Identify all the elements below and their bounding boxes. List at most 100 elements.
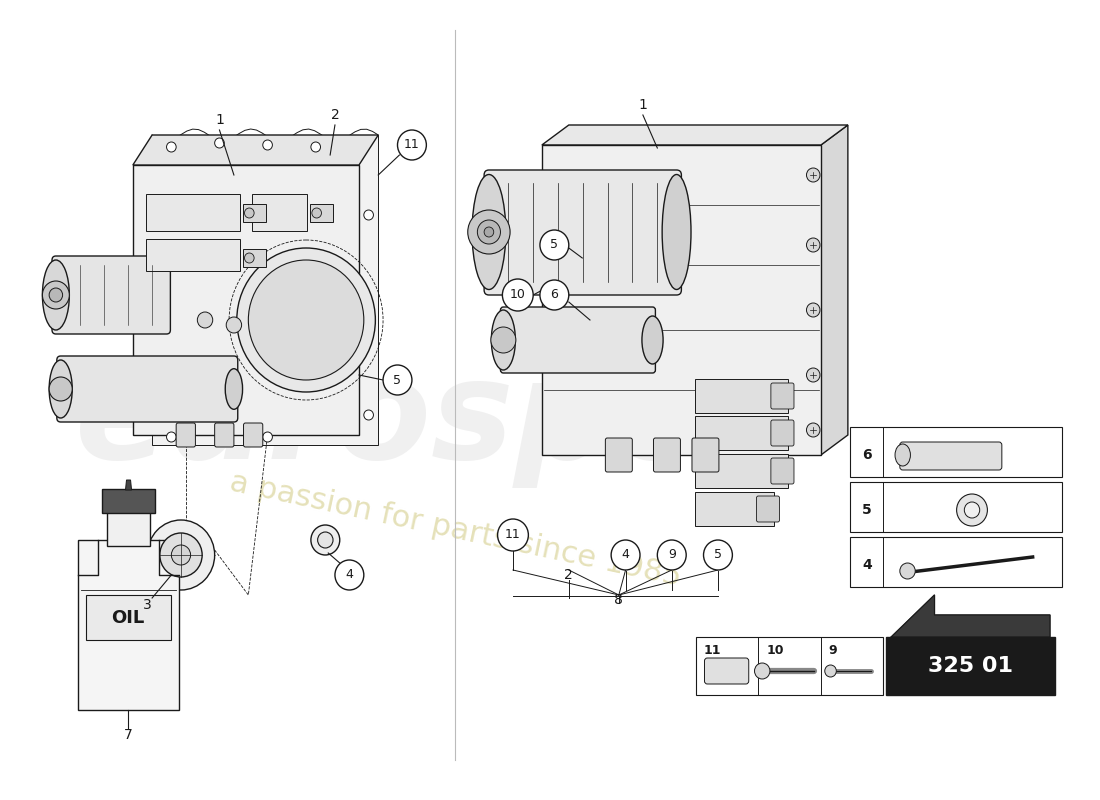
FancyBboxPatch shape — [146, 194, 240, 231]
Circle shape — [263, 432, 273, 442]
Circle shape — [484, 227, 494, 237]
Circle shape — [197, 312, 212, 328]
Text: 4: 4 — [345, 569, 353, 582]
Ellipse shape — [472, 174, 506, 290]
Polygon shape — [78, 540, 179, 710]
Circle shape — [806, 168, 820, 182]
Ellipse shape — [642, 316, 663, 364]
FancyBboxPatch shape — [102, 489, 155, 513]
Circle shape — [397, 130, 427, 160]
Polygon shape — [125, 480, 132, 490]
Text: 4: 4 — [621, 549, 629, 562]
Circle shape — [806, 423, 820, 437]
FancyBboxPatch shape — [695, 454, 789, 488]
FancyBboxPatch shape — [771, 383, 794, 409]
FancyBboxPatch shape — [653, 438, 681, 472]
Circle shape — [806, 238, 820, 252]
FancyBboxPatch shape — [108, 509, 150, 546]
Circle shape — [965, 502, 980, 518]
Circle shape — [244, 253, 254, 263]
Circle shape — [311, 142, 320, 152]
Circle shape — [806, 368, 820, 382]
Circle shape — [612, 540, 640, 570]
FancyBboxPatch shape — [57, 356, 238, 422]
Ellipse shape — [50, 360, 73, 418]
Text: 11: 11 — [704, 645, 720, 658]
Circle shape — [491, 327, 516, 353]
Circle shape — [806, 303, 820, 317]
Circle shape — [364, 310, 373, 320]
FancyBboxPatch shape — [176, 423, 196, 447]
Polygon shape — [887, 637, 1055, 695]
Text: 11: 11 — [404, 138, 420, 151]
Circle shape — [160, 533, 202, 577]
FancyBboxPatch shape — [243, 423, 263, 447]
Circle shape — [364, 410, 373, 420]
FancyBboxPatch shape — [771, 420, 794, 446]
Text: 2: 2 — [564, 568, 573, 582]
FancyBboxPatch shape — [214, 423, 234, 447]
Text: 4: 4 — [862, 558, 872, 572]
Circle shape — [825, 665, 836, 677]
FancyBboxPatch shape — [900, 442, 1002, 470]
Circle shape — [166, 142, 176, 152]
Polygon shape — [891, 595, 1050, 637]
Text: a passion for parts since 1985: a passion for parts since 1985 — [227, 468, 684, 592]
Circle shape — [383, 365, 411, 395]
Circle shape — [244, 208, 254, 218]
FancyBboxPatch shape — [771, 458, 794, 484]
Circle shape — [236, 248, 375, 392]
FancyBboxPatch shape — [243, 249, 266, 267]
Circle shape — [312, 208, 321, 218]
FancyBboxPatch shape — [500, 307, 656, 373]
Text: 5: 5 — [550, 238, 559, 251]
Polygon shape — [542, 145, 821, 455]
Circle shape — [43, 281, 69, 309]
Circle shape — [704, 540, 733, 570]
Text: 1: 1 — [638, 98, 647, 112]
Ellipse shape — [43, 260, 69, 330]
FancyBboxPatch shape — [757, 496, 780, 522]
FancyBboxPatch shape — [695, 492, 773, 526]
Text: 5: 5 — [394, 374, 402, 386]
FancyBboxPatch shape — [146, 239, 240, 271]
Text: 6: 6 — [862, 448, 872, 462]
Circle shape — [468, 210, 510, 254]
FancyBboxPatch shape — [605, 438, 632, 472]
Text: 10: 10 — [510, 289, 526, 302]
Polygon shape — [86, 595, 172, 640]
Text: 1: 1 — [214, 113, 224, 127]
Circle shape — [364, 210, 373, 220]
Circle shape — [334, 560, 364, 590]
Text: 10: 10 — [766, 645, 783, 658]
FancyBboxPatch shape — [484, 170, 681, 295]
Circle shape — [166, 432, 176, 442]
Circle shape — [540, 230, 569, 260]
Polygon shape — [821, 125, 848, 455]
Circle shape — [957, 494, 988, 526]
Polygon shape — [133, 135, 378, 165]
FancyBboxPatch shape — [692, 438, 719, 472]
Text: 2: 2 — [331, 108, 339, 122]
Text: 9: 9 — [668, 549, 675, 562]
FancyBboxPatch shape — [695, 379, 789, 413]
Text: 11: 11 — [505, 529, 521, 542]
Text: 3: 3 — [143, 598, 152, 612]
FancyBboxPatch shape — [310, 204, 333, 222]
Text: 5: 5 — [714, 549, 722, 562]
Circle shape — [477, 220, 500, 244]
Text: 7: 7 — [123, 728, 132, 742]
Circle shape — [263, 140, 273, 150]
FancyBboxPatch shape — [695, 416, 789, 450]
Text: 9: 9 — [828, 645, 837, 658]
Circle shape — [50, 377, 73, 401]
Text: 5: 5 — [862, 503, 872, 517]
Circle shape — [311, 525, 340, 555]
Circle shape — [540, 280, 569, 310]
Circle shape — [227, 317, 242, 333]
Circle shape — [900, 563, 915, 579]
Ellipse shape — [492, 310, 516, 370]
FancyBboxPatch shape — [704, 658, 749, 684]
Text: OIL: OIL — [111, 609, 145, 627]
FancyBboxPatch shape — [243, 204, 266, 222]
